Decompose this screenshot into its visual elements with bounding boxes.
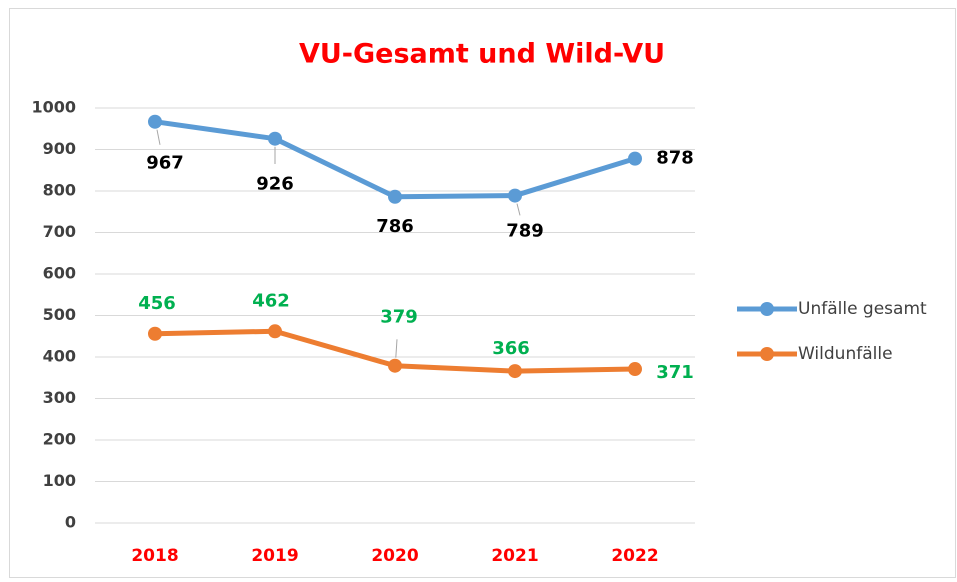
x-tick-label: 2019 xyxy=(251,546,298,566)
chart-frame xyxy=(9,8,956,578)
y-tick-label: 900 xyxy=(43,139,76,158)
y-tick-label: 400 xyxy=(43,347,76,366)
data-label: 786 xyxy=(376,216,414,237)
legend-label: Unfälle gesamt xyxy=(798,299,927,319)
marker xyxy=(508,188,522,203)
data-label: 379 xyxy=(380,307,418,328)
legend-marker xyxy=(760,347,774,361)
y-tick-label: 600 xyxy=(43,264,76,283)
y-tick-label: 0 xyxy=(65,513,76,532)
data-label: 366 xyxy=(492,338,530,359)
y-tick-label: 300 xyxy=(43,388,76,407)
y-tick-label: 1000 xyxy=(31,98,76,117)
y-tick-label: 700 xyxy=(43,222,76,241)
data-label: 371 xyxy=(656,362,694,383)
data-label: 967 xyxy=(146,153,184,174)
marker xyxy=(508,364,522,379)
y-tick-label: 800 xyxy=(43,181,76,200)
marker xyxy=(628,151,642,166)
data-label: 926 xyxy=(256,174,294,195)
marker xyxy=(268,324,282,339)
marker xyxy=(148,114,162,129)
leader-line xyxy=(395,339,398,358)
data-label: 462 xyxy=(252,290,290,311)
y-tick-label: 500 xyxy=(43,305,76,324)
marker xyxy=(388,358,402,373)
leader-line xyxy=(516,203,521,216)
x-tick-label: 2018 xyxy=(131,546,178,566)
y-tick-label: 200 xyxy=(43,430,76,449)
data-label: 456 xyxy=(138,293,176,314)
marker xyxy=(268,131,282,146)
marker xyxy=(628,362,642,377)
marker xyxy=(148,326,162,341)
leader-line xyxy=(156,129,161,145)
legend-marker xyxy=(760,302,774,316)
marker xyxy=(388,189,402,204)
x-tick-label: 2021 xyxy=(491,546,538,566)
x-tick-label: 2022 xyxy=(611,546,658,566)
y-tick-label: 100 xyxy=(43,471,76,490)
data-label: 878 xyxy=(656,148,694,169)
data-label: 789 xyxy=(506,221,544,242)
x-tick-label: 2020 xyxy=(371,546,418,566)
legend-label: Wildunfälle xyxy=(798,344,893,364)
chart-title: VU-Gesamt und Wild-VU xyxy=(299,39,665,70)
